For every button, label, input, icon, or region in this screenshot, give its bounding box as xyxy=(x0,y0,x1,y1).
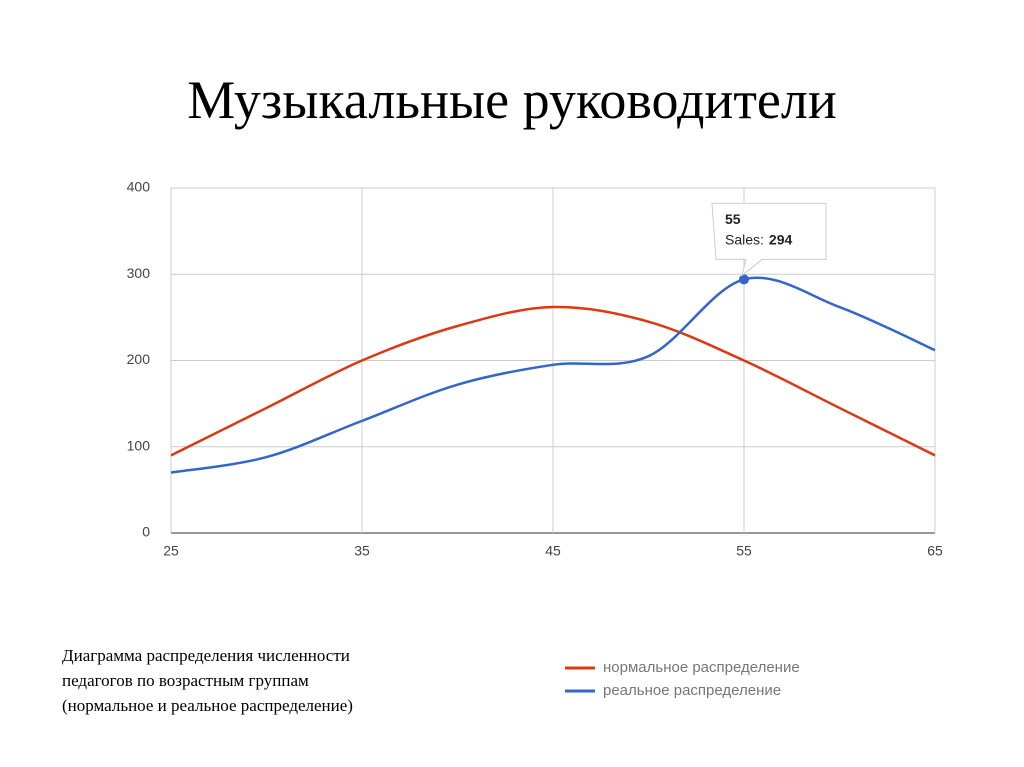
tooltip-number: 294 xyxy=(769,231,793,247)
caption-line: Диаграмма распределения численности xyxy=(62,646,350,665)
x-tick-label: 25 xyxy=(163,543,179,559)
series-line xyxy=(170,276,936,474)
x-tick-label: 35 xyxy=(354,543,370,559)
y-tick-label: 100 xyxy=(127,437,151,453)
caption-line: (нормальное и реальное распределение) xyxy=(62,696,353,715)
x-tick-label: 45 xyxy=(545,543,561,559)
legend-label: нормальное распределение xyxy=(603,659,800,676)
series-line xyxy=(170,305,936,457)
y-tick-label: 200 xyxy=(127,351,151,367)
caption-line: педагогов по возрастным группам xyxy=(62,671,309,690)
legend-label: реальное распределение xyxy=(603,682,781,699)
y-tick-label: 300 xyxy=(127,265,151,281)
y-tick-label: 0 xyxy=(142,524,150,540)
highlight-point xyxy=(739,274,749,285)
tooltip-label: Sales: xyxy=(725,231,764,247)
tooltip-box xyxy=(711,202,827,277)
x-tick-label: 55 xyxy=(736,543,752,559)
tooltip-value: Sales: 294 xyxy=(725,231,792,247)
tooltip-x: 55 xyxy=(725,211,741,227)
y-tick-label: 400 xyxy=(127,179,151,195)
x-tick-label: 65 xyxy=(927,543,943,559)
slide-title: Музыкальные руководители xyxy=(187,70,837,130)
